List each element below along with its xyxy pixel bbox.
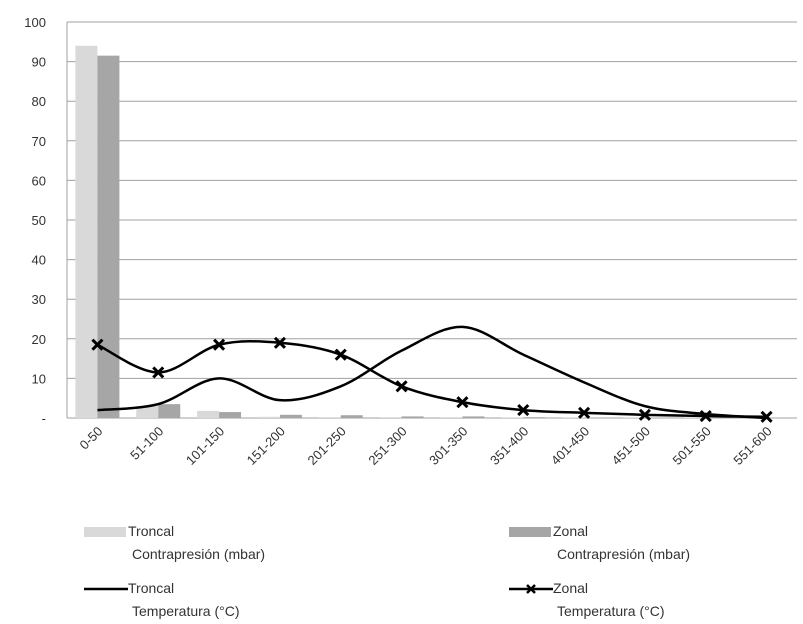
line-marker-x bbox=[517, 404, 530, 417]
legend-label-line1: Zonal bbox=[553, 580, 589, 596]
line-marker-x bbox=[699, 409, 712, 423]
bar bbox=[75, 45, 98, 418]
bar bbox=[97, 55, 120, 418]
x-tick-label: 301-350 bbox=[426, 424, 470, 468]
y-tick-label: 50 bbox=[32, 213, 46, 228]
y-tick-label: 40 bbox=[32, 253, 46, 268]
legend-label-line1: Troncal bbox=[128, 523, 175, 539]
bar bbox=[219, 412, 242, 418]
legend-swatch-zonal-bar bbox=[509, 527, 551, 538]
line-marker-x bbox=[152, 366, 165, 379]
series-line bbox=[97, 325, 767, 420]
bar bbox=[379, 417, 402, 418]
legend-label-line2: Temperatura (°C) bbox=[132, 603, 240, 619]
line-marker-x bbox=[578, 406, 591, 419]
x-tick-label: 0-50 bbox=[77, 424, 106, 453]
y-axis-ticks: 100 90 80 70 60 50 40 30 20 10 - bbox=[24, 15, 46, 426]
legend-label-line2: Temperatura (°C) bbox=[557, 603, 665, 619]
line-marker-x bbox=[395, 380, 408, 393]
bar bbox=[279, 414, 302, 418]
y-tick-label: 30 bbox=[32, 292, 46, 307]
bar bbox=[462, 416, 485, 418]
bar bbox=[257, 416, 280, 418]
bar bbox=[197, 410, 220, 418]
legend-swatch-zonal-line bbox=[509, 584, 553, 595]
x-axis-ticks: 0-50 51-100 101-150 151-200 201-250 251-300 30… bbox=[77, 424, 775, 468]
legend-label-line1: Zonal bbox=[553, 523, 589, 539]
line-marker-x bbox=[456, 396, 469, 409]
y-tick-label: 70 bbox=[32, 134, 46, 149]
x-tick-label: 151-200 bbox=[244, 424, 288, 468]
line-marker-x bbox=[760, 410, 773, 423]
x-tick-label: 101-150 bbox=[183, 424, 227, 468]
y-tick-label: 100 bbox=[24, 15, 46, 30]
legend-zonal-contrapresion: Zonal Contrapresión (mbar) bbox=[509, 520, 690, 566]
y-tick-label: - bbox=[42, 411, 46, 426]
line-marker-x bbox=[91, 338, 104, 351]
bar bbox=[440, 417, 463, 418]
x-tick-label: 201-250 bbox=[305, 424, 349, 468]
x-tick-label: 251-300 bbox=[365, 424, 409, 468]
line-marker-x bbox=[638, 408, 651, 421]
x-tick-label: 351-400 bbox=[487, 424, 531, 468]
y-tick-label: 60 bbox=[32, 173, 46, 188]
bar bbox=[136, 406, 159, 418]
x-tick-label: 501-550 bbox=[670, 424, 714, 468]
lines bbox=[91, 325, 773, 423]
bar bbox=[401, 416, 424, 418]
legend-troncal-contrapresion: Troncal Contrapresión (mbar) bbox=[84, 520, 265, 566]
bar bbox=[340, 415, 363, 418]
bars bbox=[75, 45, 789, 418]
y-tick-label: 20 bbox=[32, 332, 46, 347]
legend-label-line1: Troncal bbox=[128, 580, 175, 596]
legend-troncal-temperatura: Troncal Temperatura (°C) bbox=[84, 577, 240, 623]
line-marker-x bbox=[334, 348, 347, 361]
x-tick-label: 551-600 bbox=[730, 424, 774, 468]
line-marker-x bbox=[273, 336, 286, 349]
bar bbox=[318, 417, 341, 418]
y-tick-label: 90 bbox=[32, 55, 46, 70]
y-tick-label: 80 bbox=[32, 94, 46, 109]
bar bbox=[523, 417, 546, 418]
legend-swatch-troncal-line bbox=[84, 588, 128, 591]
bar bbox=[158, 404, 181, 418]
x-tick-label: 451-500 bbox=[609, 424, 653, 468]
x-tick-label: 51-100 bbox=[127, 424, 166, 463]
gridlines bbox=[66, 21, 797, 419]
legend-swatch-troncal-bar bbox=[84, 527, 126, 538]
legend-label-line2: Contrapresión (mbar) bbox=[132, 546, 266, 562]
legend-zonal-temperatura: Zonal Temperatura (°C) bbox=[509, 577, 665, 623]
legend-label-line2: Contrapresión (mbar) bbox=[557, 546, 691, 562]
series-line bbox=[96, 340, 767, 419]
x-tick-label: 401-450 bbox=[548, 424, 592, 468]
line-marker-x bbox=[213, 338, 226, 351]
y-tick-label: 10 bbox=[32, 371, 46, 386]
